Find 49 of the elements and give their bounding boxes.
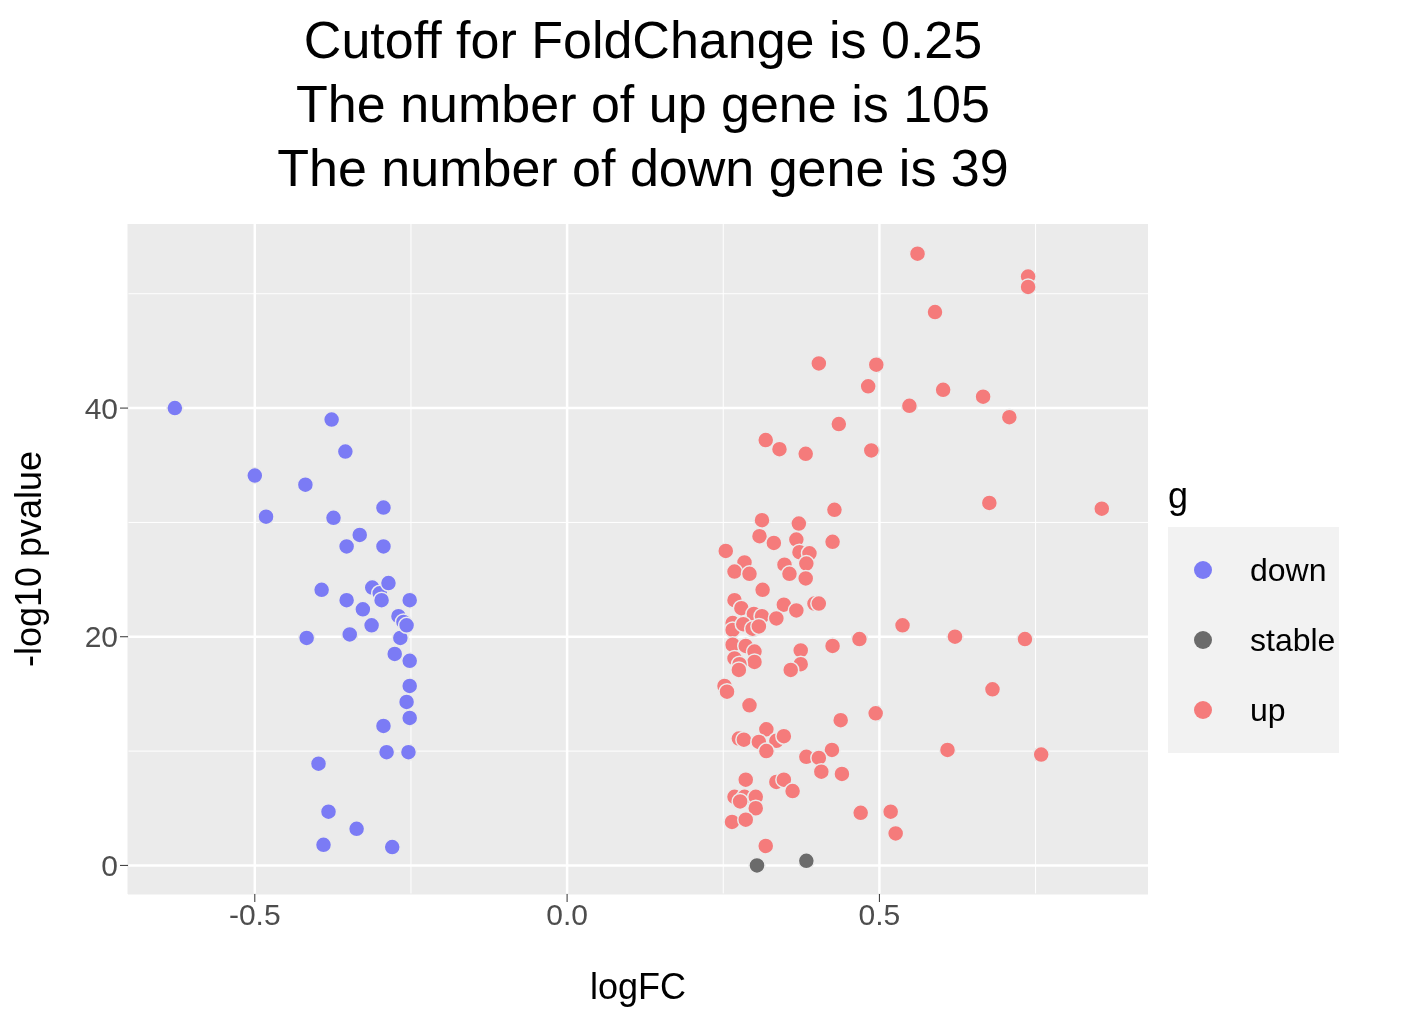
point: [374, 537, 393, 556]
point: [379, 574, 398, 592]
point: [309, 754, 328, 773]
x-tick-label: -0.5: [228, 898, 281, 932]
point: [397, 616, 416, 635]
x-tick-label: 0.5: [858, 898, 901, 932]
point: [166, 399, 184, 417]
point: [377, 743, 396, 761]
point: [319, 802, 338, 821]
point: [374, 717, 393, 735]
point: [314, 836, 333, 854]
legend-label: down: [1250, 551, 1327, 589]
point: [797, 852, 816, 870]
point: [399, 743, 418, 761]
point: [257, 507, 275, 526]
point: [337, 591, 356, 609]
point: [324, 509, 343, 527]
point: [322, 410, 341, 429]
y-tick-label: 40: [84, 391, 118, 425]
point: [400, 591, 419, 609]
point: [400, 652, 419, 670]
y-tick-label: 20: [84, 620, 118, 654]
legend-title: g: [1168, 475, 1190, 517]
point: [350, 526, 369, 544]
point: [400, 677, 419, 695]
point: [397, 693, 416, 711]
y-axis-title: -log10 pvalue: [7, 450, 49, 668]
point: [362, 616, 381, 635]
legend-label: up: [1250, 691, 1286, 729]
legend-label: stable: [1250, 621, 1336, 659]
x-tick-label: 0.0: [546, 898, 588, 932]
point: [246, 466, 264, 485]
point: [748, 856, 766, 875]
point: [312, 581, 331, 599]
point: [374, 498, 393, 517]
point: [336, 442, 355, 461]
chart-title: Cutoff for FoldChange is 0.25 The number of up gene is 105 The number of down gene is 39: [276, 10, 1010, 199]
point: [297, 629, 316, 647]
point: [337, 537, 356, 556]
y-tick-label: 0: [101, 849, 118, 883]
point: [383, 838, 401, 856]
point: [400, 709, 419, 727]
point: [385, 645, 404, 663]
x-axis-title: logFC: [589, 966, 687, 1007]
point: [296, 475, 315, 494]
point: [340, 625, 359, 644]
point: [372, 591, 391, 609]
point: [354, 600, 372, 619]
point: [347, 820, 366, 838]
